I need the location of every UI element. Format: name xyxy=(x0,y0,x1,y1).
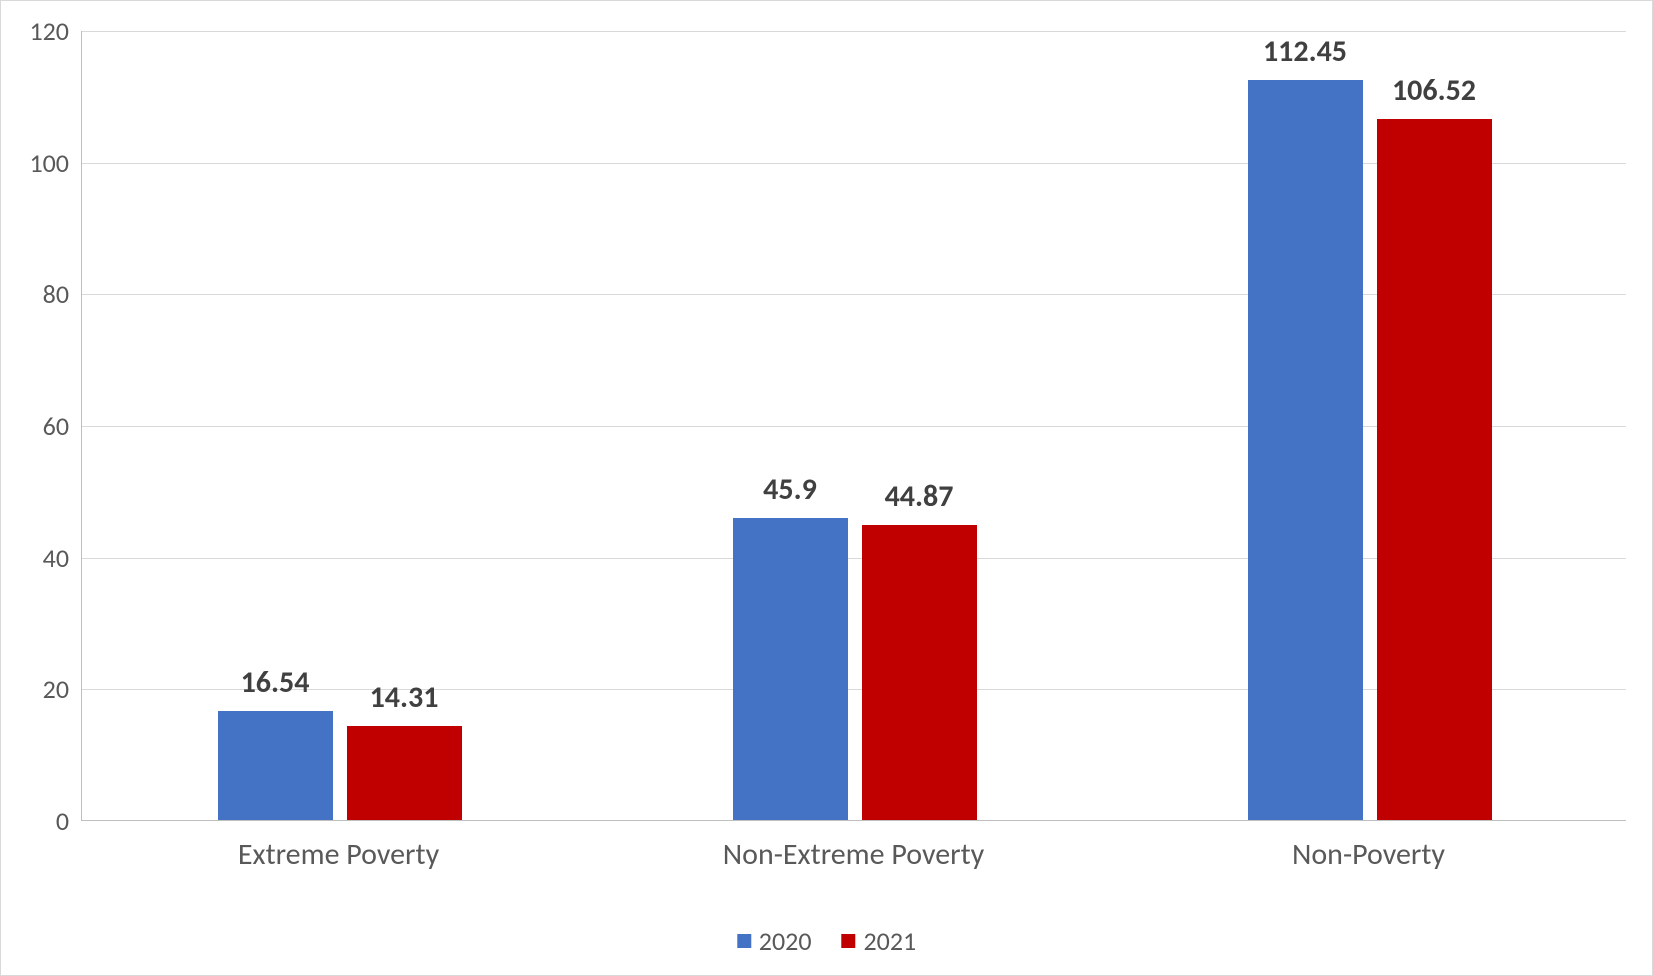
bar-wrap: 44.87 xyxy=(862,31,977,820)
bar-2021 xyxy=(862,525,977,820)
y-tick-label: 60 xyxy=(9,410,69,442)
plot-area: 16.5414.31 45.944.87 112.45106.52 xyxy=(81,31,1626,821)
x-tick-label: Non-Extreme Poverty xyxy=(723,836,984,873)
data-label: 14.31 xyxy=(304,679,504,716)
bar-wrap: 112.45 xyxy=(1248,31,1363,820)
legend: 2020 2021 xyxy=(737,925,916,957)
legend-swatch xyxy=(737,934,751,948)
legend-swatch xyxy=(842,934,856,948)
y-tick-label: 20 xyxy=(9,673,69,705)
bar-2020 xyxy=(218,711,333,820)
data-label: 106.52 xyxy=(1334,72,1534,109)
bar-wrap: 45.9 xyxy=(733,31,848,820)
category-group: 112.45106.52 xyxy=(1248,31,1492,820)
category-group: 16.5414.31 xyxy=(218,31,462,820)
chart-container: 16.5414.31 45.944.87 112.45106.52 0 20 40 60 8… xyxy=(0,0,1653,976)
y-tick-label: 80 xyxy=(9,278,69,310)
y-tick-label: 40 xyxy=(9,542,69,574)
category-group: 45.944.87 xyxy=(733,31,977,820)
bar-2021 xyxy=(347,726,462,820)
legend-item: 2021 xyxy=(842,925,917,957)
bar-wrap: 14.31 xyxy=(347,31,462,820)
bar-2020 xyxy=(1248,80,1363,820)
bar-2020 xyxy=(733,518,848,820)
x-tick-label: Extreme Poverty xyxy=(238,836,439,873)
y-tick-label: 120 xyxy=(9,15,69,47)
legend-item: 2020 xyxy=(737,925,812,957)
data-label: 112.45 xyxy=(1205,33,1405,70)
data-label: 44.87 xyxy=(819,478,1019,515)
y-tick-label: 0 xyxy=(9,805,69,837)
y-tick-label: 100 xyxy=(9,147,69,179)
legend-label: 2021 xyxy=(864,925,917,957)
bar-2021 xyxy=(1377,119,1492,820)
x-tick-label: Non-Poverty xyxy=(1292,836,1445,873)
bar-wrap: 106.52 xyxy=(1377,31,1492,820)
legend-label: 2020 xyxy=(759,925,812,957)
